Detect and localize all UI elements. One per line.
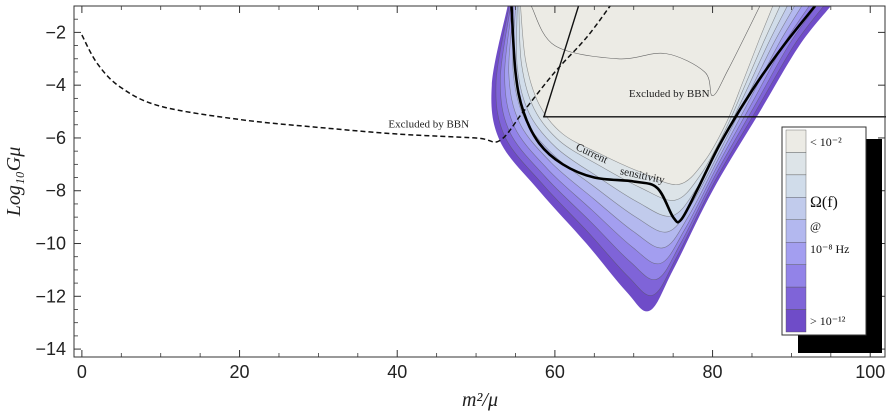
plot-frame [73,5,886,358]
colorbar-legend: < 10⁻² Ω(f) @10⁻⁸ Hz > 10⁻¹² [781,126,882,353]
y-tick-label: −8 [45,181,66,201]
x-tick-label: 60 [545,362,565,382]
x-tick-label: 20 [230,362,250,382]
colorbar-label: @ [810,219,821,233]
colorbar-label: > 10⁻¹² [810,314,846,328]
colorbar-swatch [785,286,807,310]
colorbar-swatch [785,129,807,153]
y-tick-label: −2 [45,22,66,42]
y-tick-label: −6 [45,128,66,148]
colorbar-swatch [785,197,807,220]
x-tick-label: 40 [387,362,407,382]
colorbar-swatch [785,264,807,288]
x-tick-label: 80 [703,362,723,382]
x-tick-label: 0 [77,362,87,382]
annotation-label: Excluded by BBN [629,88,710,100]
y-tick-label: −10 [35,234,66,254]
plot-area [81,6,886,312]
contour-band-top [530,6,761,96]
annotation-label: Excluded by BBN [388,118,469,130]
y-tick-label: −14 [35,339,66,359]
axes: 0 20 40 60 80 100 −2 −4 −6 −8 −10 −12 −14 [35,5,886,382]
colorbar-swatch [785,152,807,176]
colorbar-label: 10⁻⁸ Hz [810,242,850,256]
bbn-exclusion-boundary-slant [543,6,580,118]
bbn-dashed-curve [81,6,611,143]
colorbar-swatch [785,242,807,265]
x-tick-label: 100 [855,362,885,382]
colorbar-swatch [785,219,807,243]
y-axis-title: Log₁₀Gμ [3,147,25,218]
current-sensitivity-curve [510,6,817,224]
x-axis-title: m²/μ [462,389,498,411]
colorbar-swatch [785,174,807,198]
y-tick-label: −4 [45,75,66,95]
colorbar-label: Ω(f) [810,194,838,211]
colorbar-label: < 10⁻² [810,135,842,149]
colorbar-swatch [785,309,807,333]
y-tick-label: −12 [35,286,66,306]
